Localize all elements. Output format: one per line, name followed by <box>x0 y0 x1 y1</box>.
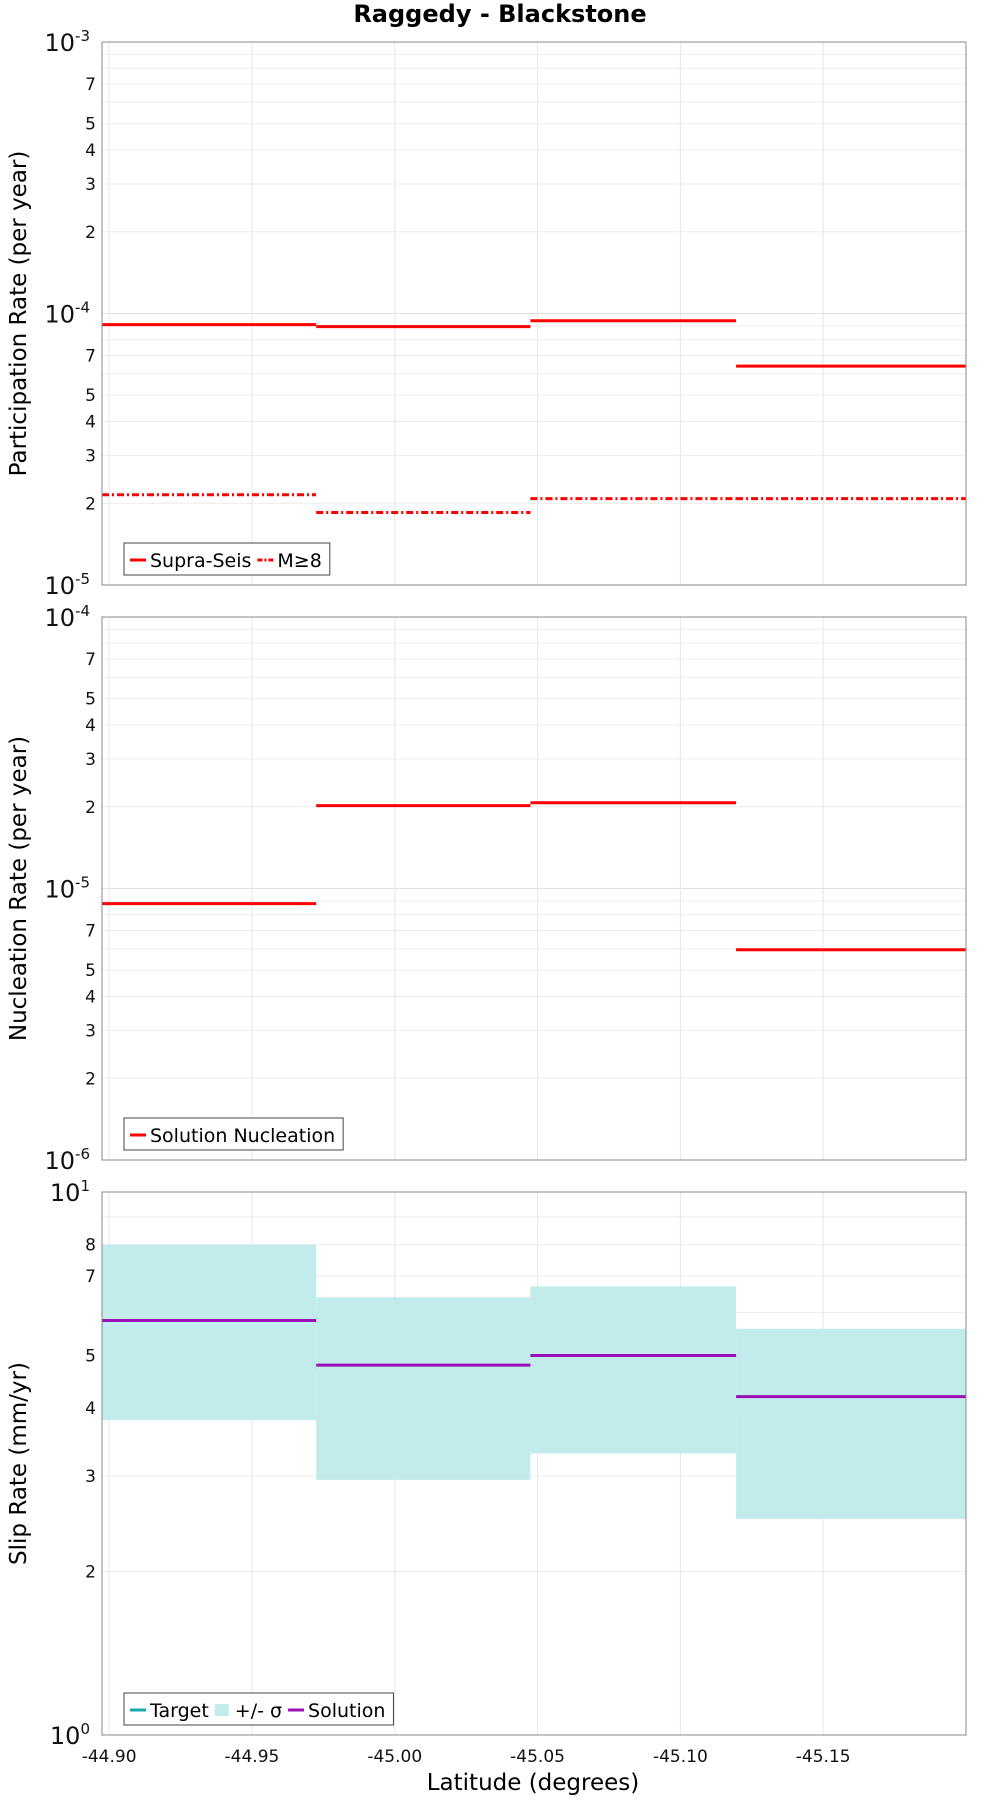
series-solution-nucleation <box>102 801 966 952</box>
legend-swatch <box>214 1704 229 1716</box>
x-tick-label: -45.05 <box>510 1747 565 1767</box>
x-tick-label: -45.00 <box>367 1747 422 1767</box>
panel-1: 10-5 10-4 10-3 2 3 4 5 7 2 3 4 5 7 Participation Rate… <box>6 27 967 600</box>
y-tick-label: 3 <box>85 175 96 195</box>
legend-box <box>123 542 331 576</box>
legend-swatch-band <box>214 1704 229 1716</box>
y-tick-label: 100 <box>50 1720 90 1750</box>
y-tick-label: 10-4 <box>44 299 90 329</box>
y-tick-label: 5 <box>85 690 96 710</box>
y-tick-label: 7 <box>85 650 96 670</box>
y-axis-label: Participation Rate (per year) <box>6 151 32 477</box>
legend-box <box>123 1117 344 1151</box>
y-tick-label: 7 <box>85 922 96 942</box>
y-tick-label: 8 <box>85 1236 96 1256</box>
legend-label: +/- σ <box>235 1700 282 1722</box>
y-axis-label: Slip Rate (mm/yr) <box>6 1362 32 1565</box>
y-tick-label: 2 <box>85 1069 96 1089</box>
y-tick-label: 3 <box>85 1467 96 1487</box>
y-tick-label: 2 <box>85 798 96 818</box>
x-axis-label: Latitude (degrees) <box>427 1770 640 1796</box>
legend: Target +/- σ Solution <box>123 1692 394 1726</box>
y-tick-label: 4 <box>85 413 96 433</box>
sigma-band <box>102 1244 317 1421</box>
plot-frame <box>101 616 967 1161</box>
y-tick-label: 3 <box>85 446 96 466</box>
legend: Solution Nucleation <box>123 1117 344 1151</box>
y-tick-label: 7 <box>85 1267 96 1287</box>
plot-frame <box>101 1191 967 1736</box>
legend-label: Target <box>149 1700 209 1722</box>
y-tick-label: 10-5 <box>44 570 90 600</box>
y-tick-label: 10-3 <box>44 27 90 57</box>
sigma-band <box>736 1328 966 1519</box>
y-tick-label: 5 <box>85 386 96 406</box>
chart-title: Raggedy - Blackstone <box>353 0 646 28</box>
series-supra-seis <box>102 319 966 368</box>
series-- <box>102 1244 966 1519</box>
y-axis-label: Nucleation Rate (per year) <box>6 736 32 1041</box>
y-tick-label: 10-5 <box>44 874 90 904</box>
series-solution <box>102 1318 966 1399</box>
y-tick-label: 4 <box>85 716 96 736</box>
sigma-band <box>530 1286 737 1454</box>
panel-2: 10-6 10-5 10-4 2 3 4 5 7 2 3 4 5 7 Nucleation Rate (p… <box>6 602 967 1175</box>
y-tick-label: 3 <box>85 750 96 770</box>
y-tick-label: 5 <box>85 961 96 981</box>
legend-label: Solution <box>308 1700 385 1722</box>
y-tick-label: 3 <box>85 1021 96 1041</box>
x-tick-label: -45.15 <box>796 1747 851 1767</box>
y-tick-label: 4 <box>85 1399 96 1419</box>
y-tick-label: 2 <box>85 223 96 243</box>
y-tick-label: 10-6 <box>44 1145 90 1175</box>
series-m-8 <box>102 493 966 514</box>
y-tick-label: 101 <box>50 1177 90 1207</box>
legend: Supra-Seis M≥8 <box>123 542 331 576</box>
y-tick-label: 7 <box>85 75 96 95</box>
y-tick-label: 4 <box>85 988 96 1008</box>
x-tick-label: -45.10 <box>653 1747 708 1767</box>
y-tick-label: 7 <box>85 347 96 367</box>
y-tick-label: 5 <box>85 115 96 135</box>
x-tick-label: -44.90 <box>82 1747 137 1767</box>
y-tick-label: 10-4 <box>44 602 90 632</box>
plot-frame <box>101 41 967 586</box>
sigma-band <box>316 1297 531 1480</box>
x-tick-label: -44.95 <box>225 1747 280 1767</box>
y-tick-label: 4 <box>85 141 96 161</box>
legend-label: M≥8 <box>277 550 321 572</box>
legend-label: Supra-Seis <box>150 550 251 572</box>
y-tick-label: 2 <box>85 494 96 514</box>
y-tick-label: 5 <box>85 1346 96 1366</box>
legend-label: Solution Nucleation <box>150 1125 335 1147</box>
y-tick-label: 2 <box>85 1563 96 1583</box>
panel-3: -44.90 -44.95 -45.00 -45.05 -45.10 -45.15 100 1… <box>6 1177 967 1767</box>
legend-box <box>123 1692 394 1726</box>
